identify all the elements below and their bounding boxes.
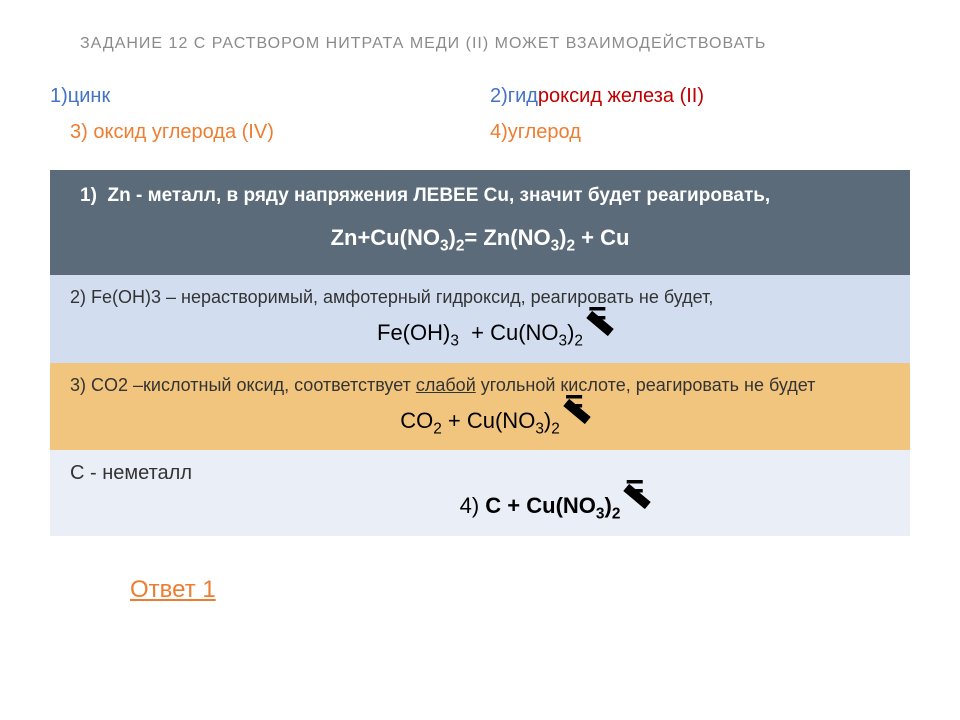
row1-num: 1) [80, 185, 97, 206]
row4-equation: 4) C + Cu(NO3)2 [70, 493, 890, 523]
task-title: Задание 12 С раствором нитрата меди (II)… [50, 35, 910, 53]
row2-explanation: 2) Fe(OH)3 – нерастворимый, амфотерный г… [70, 287, 890, 308]
row1-text: Zn - металл, в ряду напряжения ЛЕВЕЕ Cu,… [107, 185, 770, 206]
option-3: 3) оксид углерода (IV) [70, 114, 490, 150]
option-2: 2)гидроксид железа (II) [490, 78, 704, 114]
table-row-1: 1) Zn - металл, в ряду напряжения ЛЕВЕЕ … [50, 170, 910, 275]
row1-explanation: 1) Zn - металл, в ряду напряжения ЛЕВЕЕ … [70, 185, 890, 207]
row2-equation: Fe(OH)3 + Cu(NO3)2 [70, 320, 890, 350]
row3-text-a: 3) CO2 –кислотный оксид, соответствует [70, 375, 416, 395]
option-2-highlight: роксид железа (II) [538, 85, 704, 107]
option-4: 4)углерод [490, 114, 581, 150]
row3-text-b: угольной кислоте, реагировать не будет [476, 375, 816, 395]
options-row-2: 3) оксид углерода (IV) 4)углерод [50, 114, 910, 150]
row3-equation: CO2 + Cu(NO3)2 [70, 408, 890, 438]
slide: Задание 12 С раствором нитрата меди (II)… [0, 0, 960, 720]
not-equal-icon [588, 305, 607, 321]
option-1: 1)цинк [50, 78, 490, 114]
not-equal-icon [625, 478, 644, 494]
row1-equation: Zn+Cu(NO3)2= Zn(NO3)2 + Cu [70, 225, 890, 255]
table-row-3: 3) CO2 –кислотный оксид, соответствует с… [50, 363, 910, 450]
explanation-table: 1) Zn - металл, в ряду напряжения ЛЕВЕЕ … [50, 170, 910, 536]
answer-text: Ответ 1 [130, 576, 216, 603]
not-equal-icon [565, 393, 584, 409]
row3-explanation: 3) CO2 –кислотный оксид, соответствует с… [70, 375, 890, 396]
row4-explanation: C - неметалл [70, 462, 890, 485]
table-row-2: 2) Fe(OH)3 – нерастворимый, амфотерный г… [50, 275, 910, 362]
table-row-4: C - неметалл 4) C + Cu(NO3)2 [50, 450, 910, 535]
options-row-1: 1)цинк 2)гидроксид железа (II) [50, 78, 910, 114]
option-2-prefix: 2)гид [490, 85, 538, 107]
answer-block: Ответ 1 [50, 576, 910, 604]
options-block: 1)цинк 2)гидроксид железа (II) 3) оксид … [50, 78, 910, 150]
row3-text-underline: слабой [416, 375, 476, 395]
